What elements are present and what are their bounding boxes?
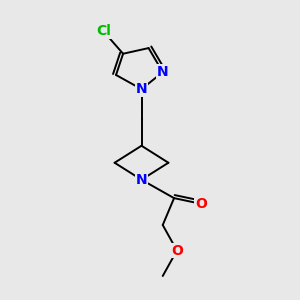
Text: Cl: Cl <box>96 24 111 38</box>
Text: O: O <box>195 197 207 211</box>
Text: O: O <box>171 244 183 257</box>
Text: N: N <box>136 173 147 187</box>
Text: N: N <box>157 65 169 79</box>
Text: N: N <box>136 82 147 96</box>
